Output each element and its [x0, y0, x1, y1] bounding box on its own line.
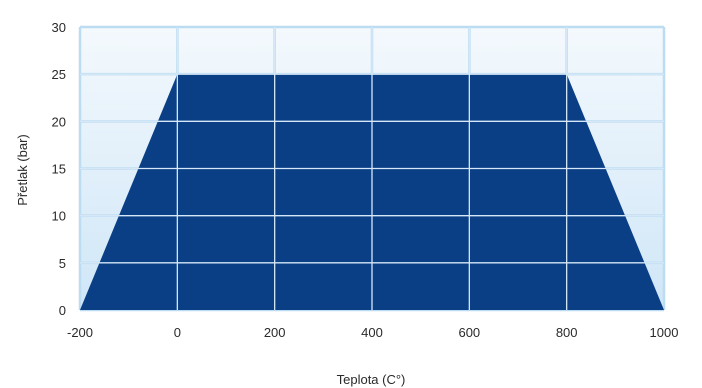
x-tick-labels: -200 0 200 400 600 800 1000: [67, 325, 678, 340]
y-tick-label: 0: [59, 303, 66, 318]
y-axis-label: Přetlak (bar): [15, 134, 30, 206]
y-tick-label: 30: [52, 20, 66, 35]
x-tick-label: 0: [174, 325, 181, 340]
y-tick-label: 5: [59, 256, 66, 271]
y-tick-label: 20: [52, 114, 66, 129]
y-tick-label: 15: [52, 162, 66, 177]
x-tick-label: 200: [264, 325, 286, 340]
grid-lines-inner: [80, 27, 664, 310]
x-axis-label: Teplota (C°): [337, 372, 406, 387]
x-tick-label: 1000: [650, 325, 679, 340]
x-tick-label: 400: [361, 325, 383, 340]
x-tick-label: -200: [67, 325, 93, 340]
y-tick-labels: 0 5 10 15 20 25 30: [52, 20, 66, 318]
y-tick-label: 25: [52, 67, 66, 82]
y-tick-label: 10: [52, 209, 66, 224]
x-tick-label: 800: [556, 325, 578, 340]
x-tick-label: 600: [458, 325, 480, 340]
